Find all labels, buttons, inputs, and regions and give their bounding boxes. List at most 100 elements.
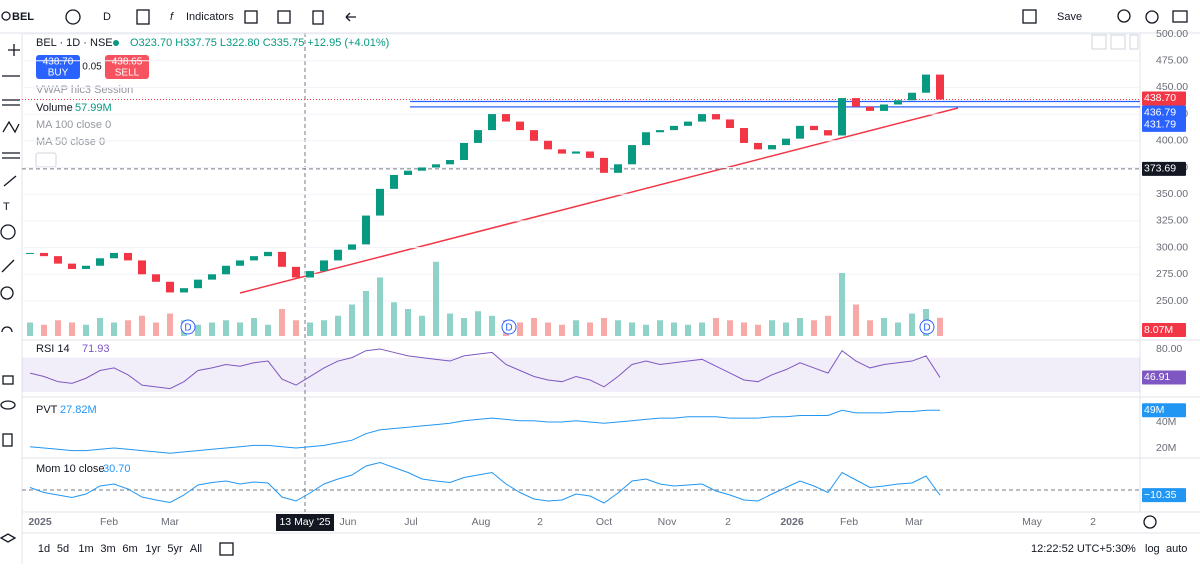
search-icon[interactable]	[1, 11, 11, 21]
range-button[interactable]: 6m	[122, 543, 137, 555]
range-button[interactable]: 5yr	[167, 543, 183, 555]
candle	[600, 157, 608, 173]
time-label: 2	[537, 516, 543, 528]
buy-price[interactable]: 438.70	[43, 57, 74, 68]
candle	[54, 256, 62, 264]
y-tick-label: 450.00	[1156, 81, 1188, 93]
y-tick-label: 300.00	[1156, 241, 1188, 253]
save[interactable]: Save	[1057, 11, 1082, 23]
rsi-value: 71.93	[82, 343, 110, 355]
sell-price[interactable]: 438.65	[112, 57, 143, 68]
pane-button[interactable]	[1091, 34, 1107, 50]
object-tree[interactable]	[0, 533, 17, 543]
y-tick-label: 350.00	[1156, 188, 1188, 200]
dividend-icon: D	[184, 323, 191, 334]
remove-tool[interactable]	[2, 433, 13, 447]
text-tool[interactable]: T	[3, 201, 10, 213]
range-button[interactable]: 1d	[38, 543, 50, 555]
auto-toggle[interactable]: auto	[1166, 543, 1187, 555]
magnet-tool[interactable]	[1, 326, 13, 333]
time-label: Oct	[596, 516, 612, 528]
volume-bar	[195, 324, 201, 336]
volume-bar	[615, 320, 621, 336]
pvt-label-bg	[1142, 403, 1186, 418]
replay[interactable]	[1117, 9, 1131, 23]
dividend-marker[interactable]	[501, 319, 517, 335]
pane-button[interactable]	[1129, 34, 1139, 50]
mom-label: −10.35	[1144, 489, 1177, 501]
interval[interactable]: D	[103, 11, 111, 23]
range-button[interactable]: All	[190, 543, 202, 555]
range-button[interactable]: 1m	[78, 543, 93, 555]
range-button[interactable]: 5d	[57, 543, 69, 555]
screenshot[interactable]	[1172, 10, 1188, 23]
dividend-marker[interactable]	[919, 319, 935, 335]
volume-bar	[783, 322, 789, 336]
candle	[432, 164, 440, 168]
volume-bar	[251, 318, 257, 336]
volume-bar	[55, 320, 61, 336]
sell-label[interactable]: SELL	[115, 68, 140, 79]
chart-type[interactable]	[136, 9, 150, 25]
volume-bar	[937, 317, 943, 336]
pvt-value: 27.82M	[60, 404, 97, 416]
emoji-tool[interactable]	[0, 224, 16, 240]
date-range[interactable]	[219, 542, 234, 556]
candle	[726, 119, 734, 128]
candle	[754, 142, 762, 150]
templates[interactable]	[244, 10, 258, 24]
trash[interactable]	[312, 10, 324, 25]
alert[interactable]	[277, 10, 291, 24]
ruler-tool[interactable]	[1, 259, 15, 273]
time-label: 2	[725, 516, 731, 528]
axis-settings[interactable]	[1143, 515, 1157, 529]
add-symbol[interactable]	[65, 9, 81, 25]
symbol[interactable]: BEL	[12, 11, 34, 23]
percent-toggle[interactable]: %	[1126, 543, 1136, 555]
trend-line[interactable]	[239, 107, 959, 294]
candle	[348, 244, 356, 250]
range-button[interactable]: 3m	[100, 543, 115, 555]
candle	[698, 114, 706, 122]
candle	[460, 142, 468, 161]
candle	[740, 127, 748, 143]
candle	[152, 274, 160, 282]
time-label: Aug	[472, 516, 491, 528]
volume-bar	[825, 315, 831, 336]
lock-tool[interactable]	[2, 375, 14, 385]
hide-tool[interactable]	[0, 400, 16, 410]
settings[interactable]	[1145, 10, 1159, 24]
volume-bar	[125, 320, 131, 336]
layout[interactable]	[1022, 9, 1037, 24]
buy-label[interactable]: BUY	[48, 68, 69, 79]
candle	[96, 258, 104, 266]
volume-bar	[601, 318, 607, 336]
candle	[334, 249, 342, 261]
volume-bar	[293, 320, 299, 336]
collapse-button[interactable]	[35, 152, 57, 168]
time-label: Feb	[840, 516, 858, 528]
pane-button[interactable]	[1110, 34, 1126, 50]
brush-tool[interactable]	[3, 175, 17, 187]
volume-bar	[97, 318, 103, 336]
dividend-marker[interactable]	[180, 319, 196, 335]
zoom-tool[interactable]	[0, 286, 14, 300]
volume-bar	[335, 315, 341, 336]
volume-bar	[41, 324, 47, 336]
candle	[544, 140, 552, 150]
volume-bar	[69, 322, 75, 336]
undo[interactable]	[345, 12, 356, 22]
log-toggle[interactable]: log	[1145, 543, 1160, 555]
pattern-tool[interactable]	[2, 120, 20, 134]
cursor-tool[interactable]	[8, 44, 20, 56]
candle	[572, 151, 580, 154]
projection-tool[interactable]	[2, 152, 20, 159]
y-tick-label: 250.00	[1156, 295, 1188, 307]
indicators[interactable]: Indicators	[186, 11, 234, 23]
fx-icon: f	[170, 11, 174, 23]
candle	[82, 265, 90, 269]
fib-tool[interactable]	[2, 99, 20, 106]
range-button[interactable]: 1yr	[145, 543, 161, 555]
volume-label: 8.07M	[1144, 324, 1173, 336]
